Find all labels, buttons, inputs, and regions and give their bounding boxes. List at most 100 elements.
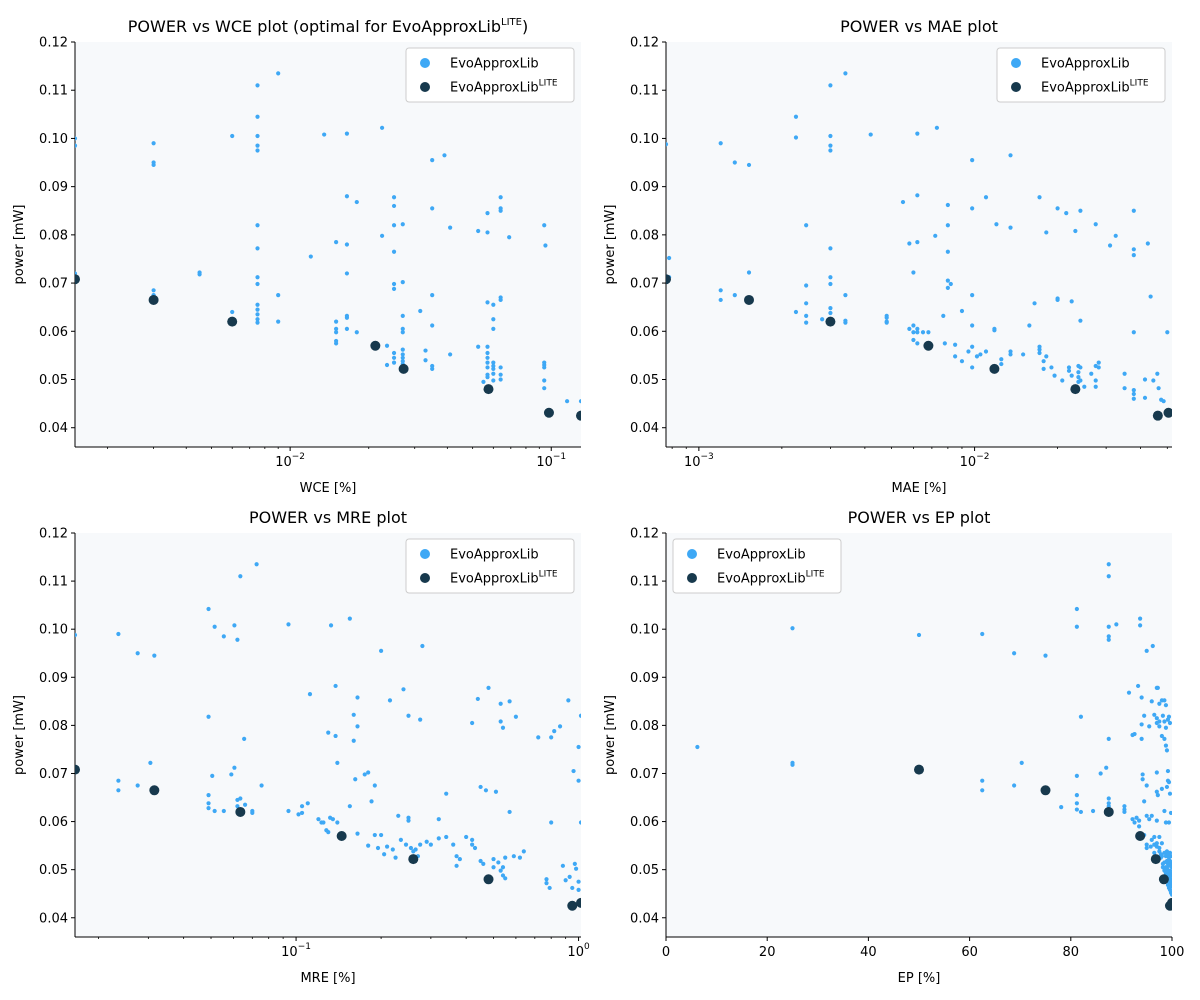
evoapproxlib-point [1132, 731, 1137, 737]
evoapproxlib-point [485, 350, 490, 356]
legend-marker-evoapproxlib-lite [420, 573, 430, 583]
evoapproxlib-point [945, 285, 950, 290]
evoapproxlib-point [308, 254, 313, 259]
evoapproxlib-point [507, 809, 512, 815]
evoapproxlib-point [491, 302, 496, 307]
legend-label-evoapproxlib-lite: EvoApproxLibLITE [717, 570, 825, 587]
evoapproxlib-point [945, 278, 950, 283]
evoapproxlib-point [959, 359, 965, 364]
evoapproxlib-point [970, 293, 975, 298]
evoapproxlib-point [491, 317, 496, 322]
evoapproxlib-point [900, 199, 906, 205]
evoapproxlib-point [430, 158, 435, 163]
evoapproxlib-point [135, 651, 140, 656]
evoapproxlib-point [406, 815, 411, 820]
evoapproxlib-point [335, 820, 340, 825]
y-axis-label: power [mW] [12, 695, 27, 775]
evoapproxlib-point [1041, 366, 1046, 371]
evoapproxlib-point [1168, 854, 1172, 859]
evoapproxlib-point [1156, 386, 1161, 391]
evoapproxlib-point [1144, 842, 1149, 847]
y-axis-label: power [mW] [603, 695, 618, 775]
evoapproxlib-point [915, 326, 920, 331]
evoapproxlib-point [1074, 807, 1079, 812]
evoapproxlib-point [1152, 850, 1157, 855]
evoapproxlib-point [322, 132, 327, 137]
evoapproxlib-point [980, 631, 985, 637]
y-tick-label: 0.12 [39, 36, 68, 51]
evoapproxlib-point [983, 195, 989, 200]
evoapproxlib-point [1142, 395, 1148, 400]
evoapproxlib-point [242, 802, 248, 807]
evoapproxlib-point [549, 735, 554, 740]
evoapproxlib-point [255, 302, 260, 307]
evoapproxlib-point [299, 804, 305, 809]
evoapproxlib-lite-point [1167, 897, 1172, 908]
evoapproxlib-point [576, 778, 581, 783]
evoapproxlib-point [1052, 373, 1057, 378]
evoapproxlib-point [355, 695, 360, 700]
evoapproxlib-point [375, 845, 381, 851]
evoapproxlib-point [232, 623, 237, 628]
evoapproxlib-point [915, 330, 920, 335]
evoapproxlib-point [1122, 804, 1127, 809]
evoapproxlib-lite-point [543, 407, 554, 418]
evoapproxlib-point [578, 399, 581, 404]
evoapproxlib-point [148, 760, 153, 765]
evoapproxlib-point [206, 793, 211, 798]
x-tick-label: 100 [1160, 945, 1185, 960]
x-tick-label: 0 [662, 945, 670, 960]
evoapproxlib-point [1131, 208, 1136, 213]
evoapproxlib-point [444, 791, 449, 796]
evoapproxlib-point [75, 136, 78, 141]
legend-box [672, 538, 842, 594]
evoapproxlib-point [384, 844, 390, 849]
evoapproxlib-lite-point [666, 274, 671, 285]
evoapproxlib-point [250, 810, 255, 816]
y-tick-label: 0.11 [39, 575, 68, 590]
evoapproxlib-point [1059, 805, 1064, 810]
evoapproxlib-point [1166, 714, 1172, 719]
evoapproxlib-point [1130, 817, 1135, 822]
evoapproxlib-point [974, 354, 980, 359]
evoapproxlib-point [1163, 820, 1169, 825]
evoapproxlib-point [391, 203, 397, 209]
evoapproxlib-point [448, 352, 453, 357]
evoapproxlib-point [351, 738, 356, 743]
evoapproxlib-point [221, 808, 226, 814]
evoapproxlib-point [1131, 253, 1136, 258]
y-tick-label: 0.12 [630, 36, 659, 51]
evoapproxlib-point [1134, 815, 1139, 820]
evoapproxlib-point [255, 223, 260, 228]
evoapproxlib-lite-point [1150, 854, 1161, 865]
evoapproxlib-point [544, 881, 549, 886]
evoapproxlib-lite-point [148, 294, 159, 305]
evoapproxlib-point [485, 374, 490, 380]
evoapproxlib-point [116, 631, 121, 637]
evoapproxlib-point [746, 270, 752, 275]
evoapproxlib-point [135, 783, 140, 788]
evoapproxlib-point [152, 653, 157, 658]
evoapproxlib-point [926, 330, 931, 335]
evoapproxlib-point [542, 365, 547, 370]
evoapproxlib-point [470, 720, 475, 726]
evoapproxlib-point [1139, 695, 1144, 700]
evoapproxlib-point [1167, 850, 1172, 855]
evoapproxlib-point [915, 239, 920, 245]
evoapproxlib-point [401, 687, 406, 692]
y-tick-label: 0.10 [630, 623, 659, 638]
x-axis-label: EP [%] [898, 971, 941, 986]
y-tick-label: 0.11 [630, 575, 659, 590]
evoapproxlib-point [790, 626, 795, 631]
evoapproxlib-point [920, 330, 926, 335]
evoapproxlib-point [400, 330, 405, 335]
y-tick-label: 0.09 [39, 180, 68, 195]
legend-marker-evoapproxlib [1011, 58, 1021, 68]
evoapproxlib-point [732, 293, 737, 298]
evoapproxlib-lite-point [75, 274, 80, 285]
evoapproxlib-point [326, 830, 331, 835]
evoapproxlib-point [436, 836, 441, 841]
evoapproxlib-point [1131, 247, 1136, 252]
evoapproxlib-point [1122, 809, 1127, 815]
evoapproxlib-point [1069, 373, 1074, 378]
